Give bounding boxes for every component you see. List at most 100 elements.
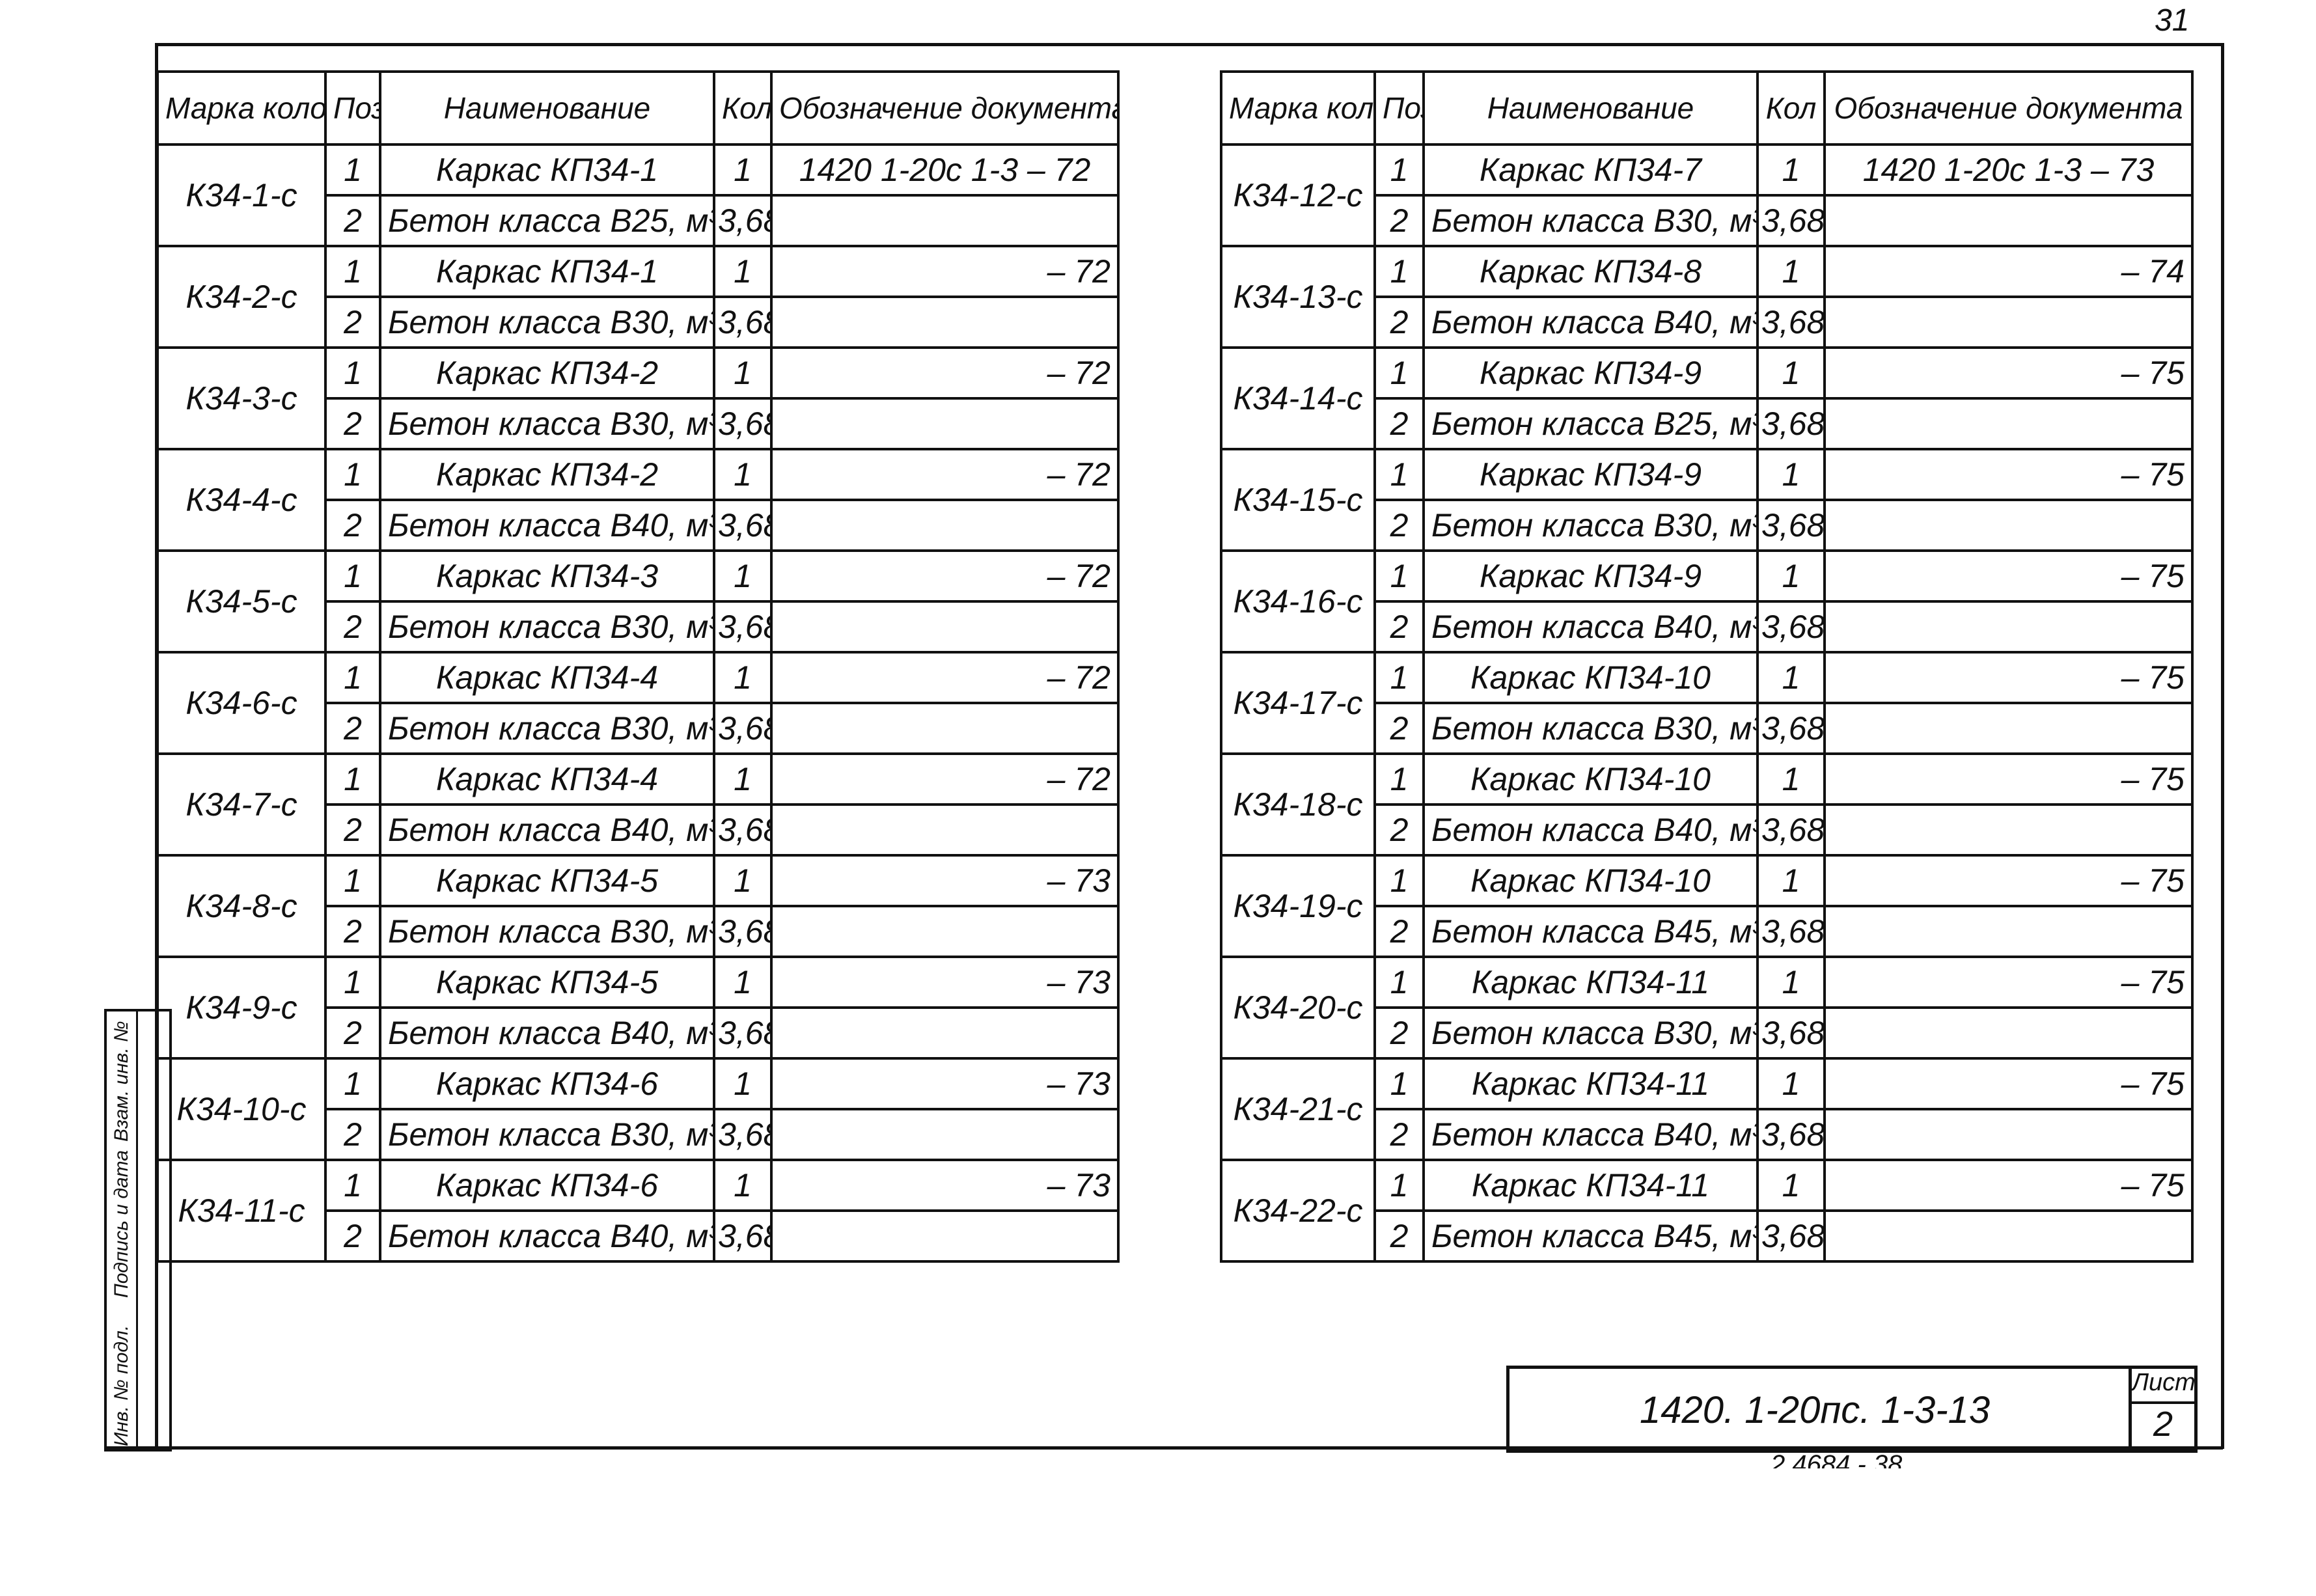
name-cell: Бетон класса В40, м³	[1422, 600, 1759, 654]
table-row: 2 Бетон класса В45, м³ 3,68	[1221, 1209, 2194, 1263]
sheet-number: 2	[2153, 1405, 2173, 1444]
document-cell: – 75	[1823, 549, 2194, 603]
position-cell: 2	[1373, 803, 1425, 857]
header-marka: Марка колонны	[156, 70, 327, 146]
name-cell: Каркас КП34-4	[379, 651, 715, 704]
position-cell: 1	[1373, 854, 1425, 907]
document-cell	[1823, 499, 2194, 552]
position-cell: 1	[1373, 346, 1425, 400]
header-marka: Марка колонны	[1220, 70, 1376, 146]
document-cell: – 73	[770, 854, 1120, 907]
footer-partial-text: 2 4684 - 38	[1771, 1450, 1903, 1468]
column-mark: К34-10-с	[156, 1057, 327, 1161]
table-row: К34-12-с 1 Каркас КП34-7 1 1420 1-20с 1-3 – …	[1220, 143, 2194, 247]
table-row: К34-21-с 1 Каркас КП34-11 1– 75	[1220, 1057, 2194, 1161]
document-cell: – 72	[770, 752, 1120, 806]
document-cell: – 72	[770, 346, 1120, 400]
frame-bottom	[104, 1446, 2223, 1450]
name-cell: Каркас КП34-11	[1422, 1057, 1759, 1110]
column-mark: К34-22-с	[1220, 1159, 1376, 1263]
header-poz: Поз	[324, 70, 381, 146]
quantity-cell: 1	[1756, 1159, 1826, 1212]
quantity-cell: 3,68	[713, 1006, 773, 1060]
document-cell: – 75	[1823, 651, 2194, 704]
quantity-cell: 3,68	[1756, 1108, 1826, 1161]
document-cell: – 75	[1823, 752, 2194, 806]
page-number: 31	[2155, 3, 2190, 38]
quantity-cell: 1	[1756, 448, 1826, 501]
name-cell: Бетон класса В45, м³	[1422, 1209, 1759, 1263]
name-cell: Каркас КП34-1	[379, 245, 715, 298]
document-cell	[770, 499, 1120, 552]
name-cell: Бетон класса В40, м³	[379, 1006, 715, 1060]
name-cell: Бетон класса В30, м³	[379, 600, 715, 654]
document-cell	[770, 1108, 1120, 1161]
name-cell: Бетон класса В40, м³	[379, 1209, 715, 1263]
column-mark: К34-20-с	[1220, 956, 1376, 1060]
position-cell: 2	[324, 600, 381, 654]
document-cell: – 74	[1823, 245, 2194, 298]
name-cell: Бетон класса В25, м³	[1422, 397, 1759, 450]
column-mark: К34-16-с	[1220, 549, 1376, 654]
document-cell: – 75	[1823, 1159, 2194, 1212]
table-row: К34-13-с 1 Каркас КП34-8 1– 74	[1220, 245, 2194, 349]
name-cell: Бетон класса В40, м³	[1422, 296, 1759, 349]
stamp-field: Инв. № подл.	[111, 1325, 132, 1446]
quantity-cell: 3,68	[1756, 499, 1826, 552]
frame-top	[156, 43, 2223, 46]
quantity-cell: 3,68	[713, 905, 773, 958]
table-row: К34-2-с 1 Каркас КП34-1 1– 72	[156, 245, 1120, 349]
table-row: К34-8-с 1 Каркас КП34-5 1– 73	[156, 854, 1120, 958]
document-cell: – 75	[1823, 956, 2194, 1009]
name-cell: Каркас КП34-6	[379, 1159, 715, 1212]
position-cell: 1	[1373, 549, 1425, 603]
document-cell	[770, 803, 1120, 857]
table-row: К34-14-с 1 Каркас КП34-9 1– 75	[1220, 346, 2194, 450]
column-mark: К34-19-с	[1220, 854, 1376, 958]
name-cell: Каркас КП34-5	[379, 854, 715, 907]
name-cell: Каркас КП34-8	[1422, 245, 1759, 298]
position-cell: 2	[324, 1108, 381, 1161]
header-kol: Кол	[713, 70, 773, 146]
name-cell: Каркас КП34-3	[379, 549, 715, 603]
position-cell: 1	[324, 854, 381, 907]
quantity-cell: 1	[1756, 549, 1826, 603]
table-row: К34-15-с 1 Каркас КП34-9 1– 75	[1220, 448, 2194, 552]
position-cell: 1	[1373, 143, 1425, 197]
position-cell: 2	[324, 194, 381, 247]
name-cell: Бетон класса В30, м³	[379, 905, 715, 958]
name-cell: Бетон класса В40, м³	[1422, 1108, 1759, 1161]
quantity-cell: 1	[1756, 346, 1826, 400]
position-cell: 1	[324, 752, 381, 806]
quantity-cell: 3,68	[1756, 905, 1826, 958]
position-cell: 1	[324, 143, 381, 197]
table-row: К34-18-с 1 Каркас КП34-10 1– 75	[1220, 752, 2194, 857]
quantity-cell: 3,68	[713, 1108, 773, 1161]
position-cell: 2	[324, 1209, 381, 1263]
quantity-cell: 1	[1756, 143, 1826, 197]
position-cell: 2	[1373, 1209, 1425, 1263]
name-cell: Бетон класса В25, м³	[379, 194, 715, 247]
document-cell	[770, 600, 1120, 654]
document-cell: 1420 1-20с 1-3 – 72	[770, 143, 1120, 197]
document-cell	[770, 296, 1120, 349]
document-cell	[770, 702, 1120, 755]
sheet-box: Лист 2	[2129, 1366, 2198, 1453]
column-mark: К34-6-с	[156, 651, 327, 755]
document-cell: – 75	[1823, 1057, 2194, 1110]
column-mark: К34-1-с	[156, 143, 327, 247]
position-cell: 1	[1373, 956, 1425, 1009]
document-cell: – 73	[770, 956, 1120, 1009]
position-cell: 1	[324, 448, 381, 501]
position-cell: 2	[1373, 1108, 1425, 1161]
